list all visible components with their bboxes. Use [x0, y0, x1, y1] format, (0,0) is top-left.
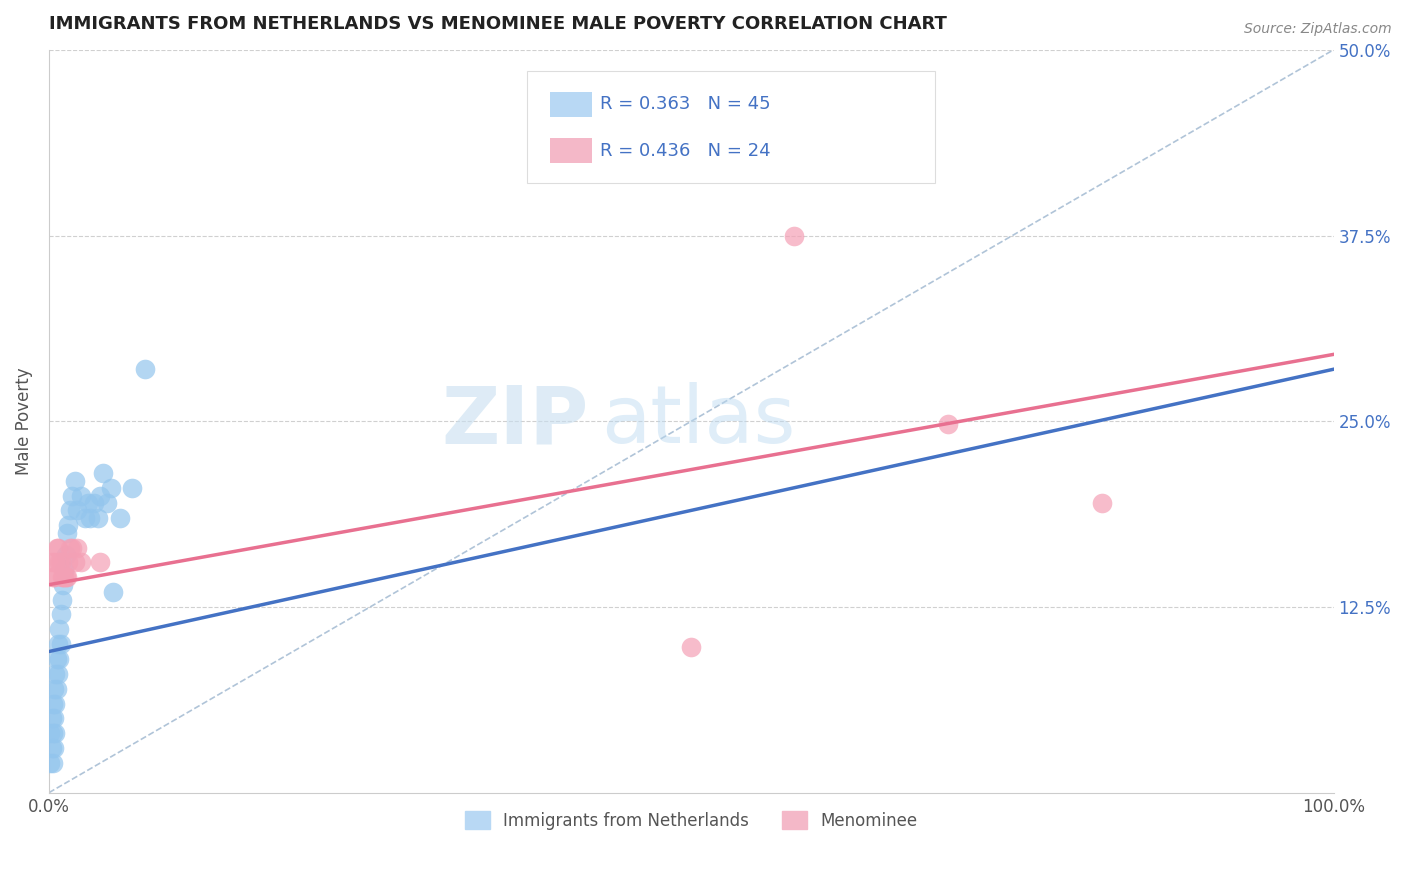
Point: [70, 555, 93, 569]
Point: [79, 511, 101, 525]
Point: [42, 711, 65, 725]
Point: [56, 570, 79, 584]
Point: [42, 726, 65, 740]
Point: [44, 726, 66, 740]
Text: IMMIGRANTS FROM NETHERLANDS VS MENOMINEE MALE POVERTY CORRELATION CHART: IMMIGRANTS FROM NETHERLANDS VS MENOMINEE…: [49, 15, 946, 33]
Point: [41, 711, 63, 725]
Point: [1091, 496, 1114, 510]
Point: [66, 541, 89, 555]
Point: [108, 511, 131, 525]
Point: [52, 570, 75, 584]
Text: ZIP: ZIP: [441, 383, 589, 460]
Point: [83, 496, 105, 510]
Point: [45, 652, 67, 666]
Point: [783, 228, 806, 243]
Point: [121, 481, 143, 495]
Point: [100, 481, 122, 495]
Point: [55, 548, 77, 562]
Point: [89, 555, 111, 569]
Point: [49, 637, 72, 651]
Point: [42, 756, 65, 770]
Point: [49, 607, 72, 622]
Point: [58, 518, 80, 533]
Point: [46, 541, 69, 555]
Point: [46, 637, 69, 651]
Text: R = 0.363   N = 45: R = 0.363 N = 45: [600, 95, 770, 113]
Point: [681, 640, 703, 654]
Point: [58, 503, 80, 517]
Point: [46, 666, 69, 681]
Point: [53, 563, 76, 577]
Point: [63, 474, 86, 488]
Point: [55, 570, 77, 584]
Point: [48, 555, 70, 569]
Point: [58, 555, 80, 569]
Text: R = 0.436   N = 24: R = 0.436 N = 24: [600, 142, 770, 160]
Point: [42, 570, 65, 584]
Point: [60, 489, 83, 503]
Point: [44, 555, 66, 569]
Point: [52, 577, 75, 591]
Point: [56, 525, 79, 540]
Point: [41, 741, 63, 756]
Point: [70, 489, 93, 503]
Point: [134, 362, 156, 376]
Point: [76, 496, 98, 510]
Point: [936, 417, 959, 432]
Point: [91, 467, 114, 481]
Point: [73, 511, 96, 525]
Point: [39, 726, 62, 740]
Point: [66, 503, 89, 517]
Point: [89, 489, 111, 503]
Point: [48, 622, 70, 636]
Point: [42, 741, 65, 756]
Y-axis label: Male Poverty: Male Poverty: [15, 368, 32, 475]
Point: [51, 570, 73, 584]
Point: [58, 541, 80, 555]
Point: [53, 570, 76, 584]
Point: [42, 681, 65, 696]
Point: [42, 697, 65, 711]
Point: [87, 511, 110, 525]
Point: [48, 652, 70, 666]
Point: [96, 496, 118, 510]
Legend: Immigrants from Netherlands, Menominee: Immigrants from Netherlands, Menominee: [458, 805, 924, 837]
Point: [51, 592, 73, 607]
Point: [44, 666, 66, 681]
Point: [49, 555, 72, 569]
Point: [39, 756, 62, 770]
Point: [44, 697, 66, 711]
Text: Source: ZipAtlas.com: Source: ZipAtlas.com: [1244, 22, 1392, 37]
Text: atlas: atlas: [602, 383, 796, 460]
Point: [63, 555, 86, 569]
Point: [45, 541, 67, 555]
Point: [45, 681, 67, 696]
Point: [41, 555, 63, 569]
Point: [60, 541, 83, 555]
Point: [42, 570, 65, 584]
Point: [103, 585, 125, 599]
